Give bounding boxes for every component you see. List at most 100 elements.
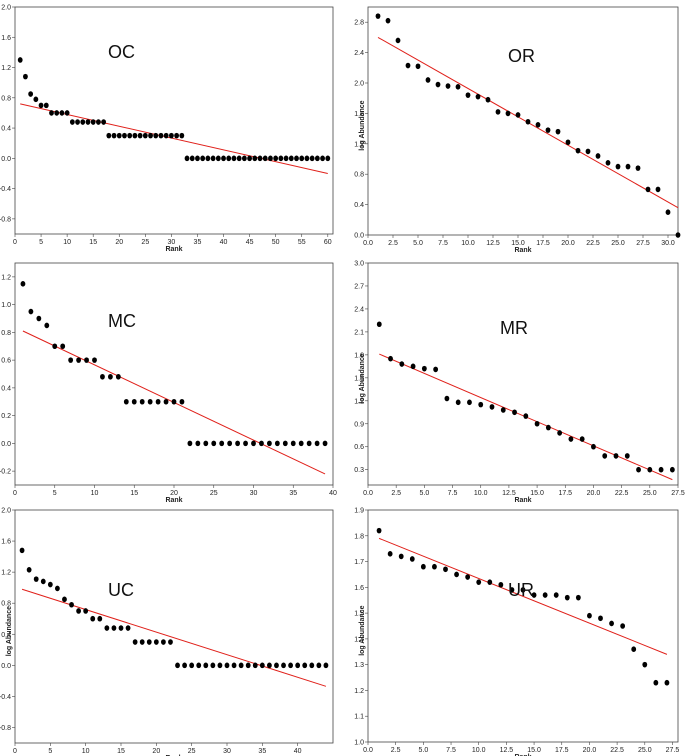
data-point <box>665 209 671 215</box>
x-tick-label: 30 <box>223 748 231 755</box>
data-point <box>298 440 304 447</box>
plot-area <box>367 509 679 743</box>
y-axis-title: log Abundance <box>359 100 366 150</box>
y-tick-label: 1.4 <box>354 636 364 643</box>
data-point <box>294 155 299 162</box>
data-point <box>445 83 451 89</box>
x-tick-label: 30.0 <box>661 240 675 247</box>
x-tick-label: 27.5 <box>671 490 685 497</box>
x-tick-label: 10.0 <box>461 240 475 247</box>
plot-area <box>367 6 679 236</box>
data-point <box>320 155 325 162</box>
data-point <box>295 662 301 669</box>
data-point <box>282 440 288 447</box>
data-point <box>278 155 284 162</box>
data-point <box>309 155 315 162</box>
data-point <box>467 399 472 406</box>
y-tick-label: -0.4 <box>0 694 11 701</box>
y-tick-label: 0.0 <box>1 156 11 163</box>
data-point <box>455 399 461 406</box>
x-tick-label: 5 <box>39 239 43 246</box>
data-point <box>221 155 226 162</box>
y-tick-label: 0.0 <box>354 233 364 240</box>
data-point <box>509 587 515 593</box>
y-tick-label: 1.2 <box>1 65 11 72</box>
y-tick-label: 0.4 <box>1 632 11 639</box>
data-point <box>421 365 427 372</box>
x-tick-label: 22.5 <box>610 747 624 754</box>
x-axis-title: Rank <box>165 246 182 253</box>
trend-line <box>20 103 328 174</box>
data-point <box>19 547 25 554</box>
data-point <box>142 132 148 139</box>
data-point <box>259 662 265 669</box>
data-point <box>587 612 592 619</box>
data-point <box>49 110 54 116</box>
data-point <box>288 662 293 669</box>
x-tick-label: 25 <box>188 748 196 755</box>
data-point <box>200 155 206 162</box>
data-point <box>247 155 252 162</box>
data-point <box>111 625 117 631</box>
y-tick-label: 2.4 <box>354 306 364 313</box>
data-point <box>236 155 242 162</box>
data-point <box>322 440 328 447</box>
data-point <box>43 102 49 109</box>
data-point <box>84 357 89 363</box>
y-tick-label: 0.2 <box>1 413 11 420</box>
data-point <box>631 646 637 652</box>
y-tick-label: 0.8 <box>1 95 11 102</box>
data-point <box>125 625 131 631</box>
x-tick-label: 7.5 <box>438 240 448 247</box>
x-tick-label: 30 <box>250 490 258 497</box>
data-point <box>243 440 248 447</box>
y-tick-label: 2.8 <box>354 20 364 27</box>
data-point <box>273 155 279 162</box>
data-point <box>602 453 608 459</box>
data-point <box>565 139 571 146</box>
y-tick-label: 2.4 <box>354 50 364 57</box>
data-point <box>613 453 619 459</box>
data-point <box>534 420 540 427</box>
data-point <box>579 436 585 442</box>
y-tick-label: 2.7 <box>354 283 364 290</box>
data-point <box>420 563 426 570</box>
x-tick-label: 20.0 <box>587 490 601 497</box>
panel-title-mr: MR <box>500 318 528 338</box>
data-point <box>398 553 404 560</box>
data-point <box>274 662 279 669</box>
data-point <box>231 662 237 669</box>
x-tick-label: 7.5 <box>446 747 456 754</box>
y-tick-label: 3.0 <box>354 261 364 268</box>
y-tick-label: 1.6 <box>1 539 11 546</box>
y-tick-label: 0.6 <box>1 358 11 365</box>
y-tick-label: 0.4 <box>1 126 11 133</box>
data-point <box>175 662 180 669</box>
data-point <box>161 639 166 645</box>
data-point <box>118 625 124 631</box>
data-point <box>23 73 28 80</box>
data-point <box>231 155 237 162</box>
x-tick-label: 40 <box>220 239 228 246</box>
x-tick-label: 17.5 <box>536 240 550 247</box>
data-point <box>226 155 232 162</box>
data-point <box>68 357 74 363</box>
data-point <box>664 679 670 686</box>
x-tick-label: 5 <box>53 490 57 497</box>
data-point <box>64 110 70 116</box>
data-point <box>55 585 60 592</box>
x-tick-label: 5.0 <box>413 240 423 247</box>
data-point <box>60 343 66 350</box>
x-tick-label: 60 <box>324 239 332 246</box>
data-point <box>26 567 32 573</box>
data-point <box>158 132 164 139</box>
data-point <box>28 91 34 97</box>
data-point <box>475 93 481 100</box>
data-point <box>96 119 101 125</box>
panel-or: 0.0 0.4 0.8 1.2 1.6 2.0 2.4 2.8 0.0 2.5 5.0 7.5 10.0… <box>354 6 681 254</box>
data-point <box>252 662 258 669</box>
data-point <box>535 122 541 128</box>
data-point <box>146 639 152 645</box>
data-point <box>33 576 39 582</box>
data-point <box>195 440 201 447</box>
